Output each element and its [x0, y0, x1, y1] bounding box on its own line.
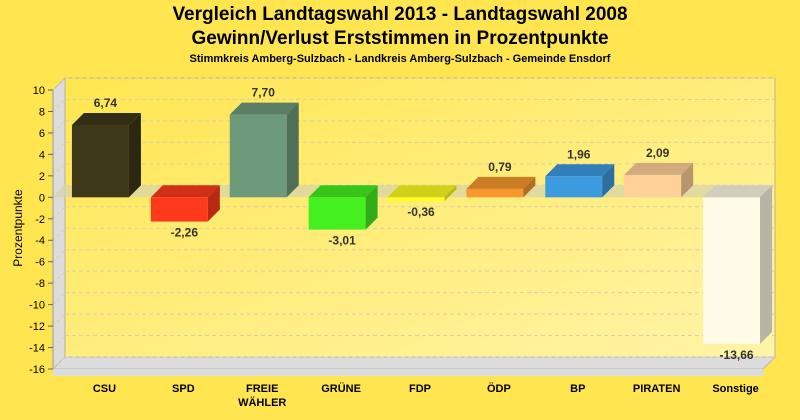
- gridline-side: [52, 120, 66, 134]
- bar-side: [365, 185, 378, 230]
- bar-top: [71, 112, 141, 125]
- value-label: 0,79: [488, 160, 512, 174]
- floor: [51, 356, 777, 370]
- value-label: -3,01: [328, 234, 356, 248]
- bar-freie-wähler: [229, 102, 299, 198]
- value-label: 7,70: [252, 86, 276, 100]
- value-label: 2,09: [646, 146, 670, 160]
- y-tick-label: 6: [39, 128, 45, 140]
- bar-front: [71, 124, 129, 198]
- y-tick-label: 2: [39, 171, 45, 183]
- x-tick-label: GRÜNE: [321, 382, 361, 395]
- value-label: -2,26: [171, 226, 199, 240]
- y-tick-label: -14: [29, 343, 45, 355]
- gridline-side: [52, 227, 66, 241]
- value-label: 1,96: [567, 147, 591, 161]
- bar-top: [150, 185, 220, 198]
- bar-front: [466, 188, 524, 198]
- bar-top: [545, 164, 615, 177]
- bar-side: [760, 185, 773, 344]
- gridline-side: [52, 99, 66, 112]
- bar-top: [308, 185, 378, 198]
- gridline-side: [52, 142, 66, 155]
- bar-front: [624, 174, 682, 198]
- bar-front: [703, 197, 761, 344]
- bar-side: [286, 102, 299, 198]
- floor-front: [53, 369, 763, 376]
- bar-side: [681, 162, 694, 198]
- gridline-side: [52, 313, 66, 327]
- y-tick-label: 10: [33, 85, 45, 97]
- bar-side: [602, 164, 615, 198]
- bar-front: [545, 176, 603, 198]
- y-tick-label: -2: [35, 214, 45, 226]
- bar-piraten: [624, 162, 694, 198]
- bar-top: [466, 176, 536, 189]
- gridline-side: [52, 356, 66, 370]
- bar-top: [703, 185, 773, 198]
- value-labels: 6,74 -2,26 7,70 -3,01 -0,36 0,79 1,96 2,09 -13,6…: [94, 86, 754, 362]
- chart-title: Vergleich Landtagswahl 2013 - Landtagswa…: [172, 4, 628, 25]
- x-tick-label: SPD: [172, 383, 195, 395]
- x-tick-label: BP: [570, 383, 585, 395]
- bars: [71, 102, 773, 344]
- y-tick-label: -4: [35, 235, 45, 247]
- chart-title-line2: Gewinn/Verlust Erststimmen in Prozentpun…: [191, 28, 609, 49]
- bar-ödp: [466, 176, 536, 198]
- value-label: -0,36: [407, 205, 435, 219]
- y-tick-label: 4: [39, 149, 45, 161]
- gridline-side: [52, 163, 66, 177]
- bar-top: [624, 162, 694, 175]
- x-tick-label: FDP: [409, 383, 431, 395]
- y-tick-label: -16: [29, 364, 45, 376]
- y-axis: 10 8 6 4 2 0 -2 -4 -6 -8 -10 -12 -14 -16: [29, 85, 54, 376]
- gridline-side: [52, 292, 66, 305]
- bar-side: [128, 112, 141, 198]
- bar-bp: [545, 164, 615, 198]
- bar-front: [150, 197, 208, 222]
- gridline-side: [52, 249, 66, 263]
- value-label: -13,66: [720, 348, 754, 362]
- left-wall: [52, 76, 66, 371]
- x-tick-label: FREIE: [246, 383, 278, 395]
- gridline-side: [52, 335, 66, 348]
- y-tick-label: -6: [35, 257, 45, 269]
- bar-side: [444, 185, 457, 202]
- y-tick-label: -12: [29, 321, 45, 333]
- bar-side: [207, 185, 220, 222]
- bar-top: [229, 102, 299, 115]
- bar-fdp: [387, 185, 457, 202]
- bar-sonstige: [703, 185, 773, 344]
- plot-area: [51, 76, 777, 376]
- x-tick-label: Sonstige: [712, 383, 758, 395]
- bar-csu: [71, 112, 141, 198]
- gridline-side: [52, 206, 66, 220]
- bar-grüne: [308, 185, 378, 230]
- bar-side: [523, 176, 536, 198]
- bar-top: [387, 185, 457, 198]
- gridline-side: [52, 77, 66, 91]
- x-tick-label: CSU: [93, 383, 116, 395]
- value-label: 6,74: [94, 96, 118, 110]
- bar-front: [308, 197, 366, 230]
- gridline-side: [52, 270, 66, 284]
- y-tick-label: -8: [35, 278, 45, 290]
- y-tick-label: 8: [39, 106, 45, 118]
- y-tick-label: 0: [39, 192, 45, 204]
- bar-front: [229, 114, 287, 198]
- y-tick-label: -10: [29, 300, 45, 312]
- x-tick-label: PIRATEN: [633, 383, 681, 395]
- x-tick-label: ÖDP: [487, 382, 511, 395]
- x-tick-label: WÄHLER: [238, 396, 286, 409]
- chart-subtitle: Stimmkreis Amberg-Sulzbach - Landkreis A…: [189, 53, 611, 65]
- bar-front: [387, 197, 445, 202]
- bar-spd: [150, 185, 220, 222]
